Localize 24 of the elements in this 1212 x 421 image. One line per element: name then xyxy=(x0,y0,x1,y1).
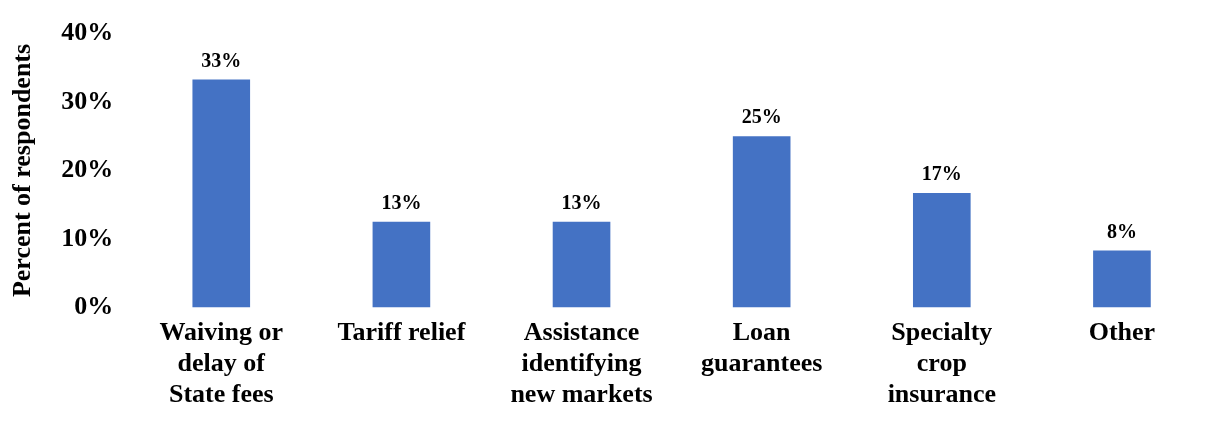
bar xyxy=(912,193,971,308)
x-tick-label: Specialty crop insurance xyxy=(887,316,996,409)
y-tick-label: 10% xyxy=(61,222,114,252)
x-tick-label: Tariff relief xyxy=(337,316,466,346)
y-tick-label: 20% xyxy=(61,154,114,184)
x-tick-label: Assistance identifying new markets xyxy=(510,316,653,409)
x-tick-label: Waiving or delay of State fees xyxy=(159,316,284,409)
data-label: 13% xyxy=(381,191,422,214)
bar xyxy=(1093,250,1151,308)
bar xyxy=(732,136,791,308)
y-axis-title: Percent of respondents xyxy=(7,43,37,298)
x-tick-label: Loan guarantees xyxy=(701,316,823,377)
y-tick-label: 0% xyxy=(74,291,114,321)
data-label: 33% xyxy=(201,48,242,71)
bar xyxy=(372,221,431,308)
y-tick-label: 30% xyxy=(61,85,114,115)
y-tick-label: 40% xyxy=(61,17,114,47)
data-label: 17% xyxy=(921,162,962,185)
data-label: 25% xyxy=(741,105,782,128)
bar xyxy=(192,79,251,308)
data-label: 8% xyxy=(1106,219,1137,242)
data-label: 13% xyxy=(561,191,602,214)
x-tick-label: Other xyxy=(1088,316,1156,346)
bar xyxy=(552,221,611,308)
